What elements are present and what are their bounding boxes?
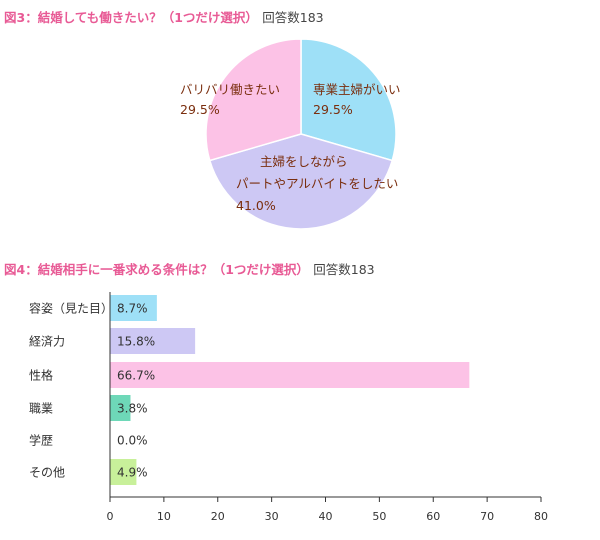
pie-slice-value-label: 29.5% xyxy=(180,102,220,117)
pie-slice xyxy=(300,38,397,162)
x-tick-label: 0 xyxy=(107,510,114,523)
bar xyxy=(110,459,137,485)
bar-category-label: 経済力 xyxy=(29,334,65,349)
pie-chart-title: 図3：結婚しても働きたい？（1つだけ選択） xyxy=(4,10,258,25)
bar-category-label: 職業 xyxy=(29,402,53,416)
pie-chart-title-row: 図3：結婚しても働きたい？（1つだけ選択） 回答数183 xyxy=(4,7,324,26)
x-tick-label: 40 xyxy=(319,510,333,523)
pie-chart-response-count: 回答数183 xyxy=(262,10,324,25)
x-tick-label: 10 xyxy=(157,510,171,523)
bar-chart-title: 図4：結婚相手に一番求める条件は？（1つだけ選択） xyxy=(4,262,309,277)
bar-value-label: 0.0% xyxy=(117,434,148,448)
x-tick-label: 20 xyxy=(211,510,225,523)
x-tick-label: 50 xyxy=(372,510,386,523)
bar-value-label: 3.8% xyxy=(117,402,148,416)
bar xyxy=(110,295,157,321)
bar xyxy=(110,362,470,388)
pie-slice-value-label: 41.0% xyxy=(236,198,276,213)
bar-value-label: 15.8% xyxy=(117,335,155,349)
x-tick-label: 80 xyxy=(534,510,548,523)
bar-category-label: 性格 xyxy=(29,368,53,383)
x-tick-label: 30 xyxy=(265,510,279,523)
pie-slice-label: 専業主婦がいい xyxy=(313,82,401,97)
bar-category-label: その他 xyxy=(29,466,65,480)
bar-value-label: 66.7% xyxy=(117,369,155,383)
pie-slice-label: バリバリ働きたい xyxy=(180,82,280,97)
pie-slice-label: 主婦をしながら xyxy=(260,154,348,169)
x-tick-label: 70 xyxy=(480,510,494,523)
pie-slice-value-label: 29.5% xyxy=(313,102,353,117)
bar-category-label: 学歴 xyxy=(29,433,53,448)
bar-chart-response-count: 回答数183 xyxy=(313,262,375,277)
bar-category-label: 容姿（見た目） xyxy=(29,301,113,316)
bar-chart-title-row: 図4：結婚相手に一番求める条件は？（1つだけ選択） 回答数183 xyxy=(4,259,375,278)
pie-slice xyxy=(208,133,394,230)
bar xyxy=(110,328,196,354)
bar-value-label: 4.9% xyxy=(117,466,148,480)
pie-slice xyxy=(205,38,302,162)
bar-value-label: 8.7% xyxy=(117,302,148,316)
pie-slice-label: パートやアルバイトをしたい xyxy=(236,176,398,191)
x-tick-label: 60 xyxy=(426,510,440,523)
bar xyxy=(110,395,131,421)
